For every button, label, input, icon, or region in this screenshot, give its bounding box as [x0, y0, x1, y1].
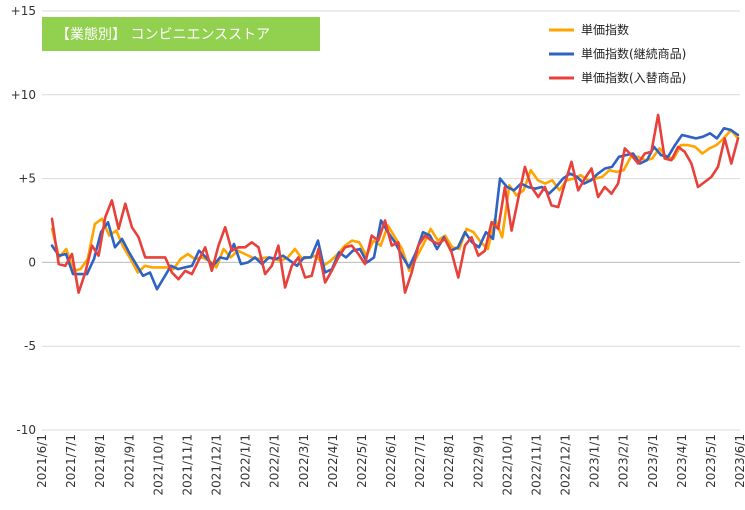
x-tick-label: 2021/7/1	[64, 434, 78, 488]
x-tick-label: 2022/10/1	[500, 434, 514, 496]
x-tick-label: 2022/1/1	[239, 434, 253, 488]
legend-label: 単価指数	[581, 22, 629, 37]
series-line-3	[50, 113, 740, 294]
x-tick-label: 2021/9/1	[122, 434, 136, 488]
x-tick-label: 2023/3/1	[646, 434, 660, 488]
series-line-1	[50, 128, 740, 274]
y-tick-label: +10	[11, 88, 36, 102]
x-tick-label: 2022/6/1	[384, 434, 398, 488]
x-tick-label: 2023/6/1	[733, 434, 745, 488]
x-tick-label: 2023/5/1	[704, 434, 718, 488]
y-tick-label: +5	[18, 172, 36, 186]
x-tick-label: 2023/4/1	[675, 434, 689, 488]
x-tick-label: 2022/2/1	[268, 434, 282, 488]
x-tick-label: 2021/6/1	[35, 434, 49, 488]
x-tick-label: 2022/11/1	[529, 434, 543, 496]
y-tick-label: -10	[16, 423, 36, 437]
y-axis-ticks: +15 +10 +5 0 -5 -10	[11, 4, 36, 437]
series-lines	[50, 113, 740, 294]
legend-label: 単価指数(入替商品)	[581, 70, 686, 85]
x-tick-label: 2021/12/1	[210, 434, 224, 496]
legend-label: 単価指数(継続商品)	[581, 46, 686, 61]
x-tick-label: 2022/8/1	[442, 434, 456, 488]
banner: 【業態別】 コンビニエンスストア	[42, 17, 320, 51]
banner-title: 【業態別】 コンビニエンスストア	[56, 27, 270, 43]
x-tick-label: 2023/1/1	[588, 434, 602, 488]
x-tick-label: 2023/2/1	[617, 434, 631, 488]
x-tick-label: 2021/11/1	[180, 434, 194, 496]
x-tick-label: 2022/7/1	[413, 434, 427, 488]
x-tick-label: 2022/9/1	[471, 434, 485, 488]
banner-background	[42, 17, 320, 51]
x-tick-label: 2022/4/1	[326, 434, 340, 488]
y-tick-label: -5	[24, 339, 36, 353]
y-tick-label: 0	[28, 255, 36, 269]
x-tick-label: 2022/5/1	[355, 434, 369, 488]
y-tick-label: +15	[11, 4, 36, 18]
x-tick-label: 2022/12/1	[559, 434, 573, 496]
x-axis: 2021/6/1 2021/7/1 2021/8/1 2021/9/1 2021/10/…	[35, 261, 745, 496]
x-tick-label: 2022/3/1	[297, 434, 311, 488]
x-tick-label: 2021/10/1	[151, 434, 165, 496]
x-tick-label: 2021/8/1	[93, 434, 107, 488]
